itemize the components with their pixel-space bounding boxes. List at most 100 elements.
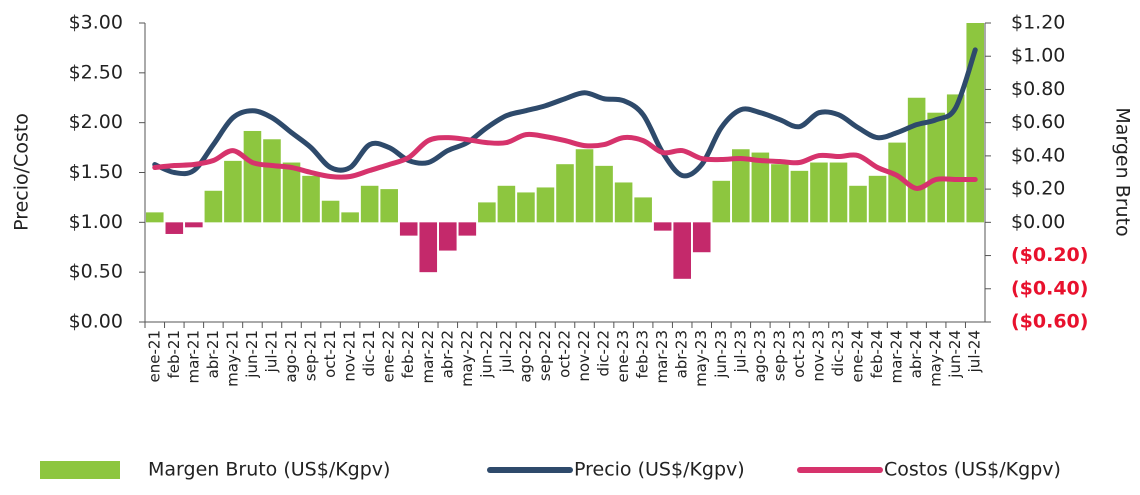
- bar: [849, 185, 867, 223]
- bar: [282, 162, 301, 223]
- bar: [732, 149, 750, 223]
- bar: [751, 152, 770, 223]
- x-tick-label: feb-22: [399, 330, 417, 379]
- x-tick-label: jul-23: [731, 330, 749, 373]
- x-tick-label: dic-23: [829, 330, 847, 376]
- y-tick-label: $2.50: [69, 61, 123, 83]
- legend-label: Precio (US$/Kgpv): [574, 459, 745, 481]
- x-tick-label: jul-22: [497, 330, 515, 373]
- x-tick-label: oct-21: [321, 330, 339, 378]
- y2-axis-title: Margen Bruto: [1112, 107, 1134, 236]
- x-tick-label: abr-22: [438, 330, 456, 378]
- y2-tick-label: ($0.40): [1011, 277, 1088, 299]
- x-tick-label: may-24: [927, 330, 945, 387]
- x-tick-label: mar-23: [653, 330, 671, 384]
- bar: [302, 175, 320, 223]
- bar: [380, 189, 398, 223]
- y-tick-label: $1.00: [69, 211, 123, 233]
- bar: [204, 190, 223, 223]
- x-tick-label: ene-24: [849, 330, 867, 382]
- bar: [907, 97, 926, 223]
- x-tick-label: nov-21: [341, 330, 359, 382]
- bar: [829, 162, 848, 223]
- bar: [536, 187, 555, 223]
- bar: [868, 175, 887, 223]
- y-axis-title: Precio/Costo: [11, 113, 33, 231]
- bar: [243, 130, 262, 223]
- x-tick-label: ago-21: [282, 330, 300, 383]
- x-tick-label: ene-21: [145, 330, 163, 382]
- bar: [185, 222, 203, 228]
- x-tick-label: mar-24: [888, 330, 906, 384]
- x-tick-label: jun-21: [243, 330, 261, 379]
- y2-tick-label: $0.60: [1011, 111, 1065, 133]
- y-tick-label: $2.00: [69, 111, 123, 133]
- y-tick-label: $1.50: [69, 161, 123, 183]
- x-tick-label: nov-23: [809, 330, 827, 382]
- bar: [614, 182, 633, 223]
- line: [152, 131, 978, 191]
- y2-tick-label: $1.00: [1011, 45, 1065, 67]
- bar: [439, 222, 457, 251]
- x-tick-label: nov-22: [575, 330, 593, 382]
- x-tick-label: ene-23: [614, 330, 632, 382]
- bar: [888, 142, 906, 223]
- y2-tick-label: $1.20: [1011, 12, 1065, 34]
- x-tick-label: ago-23: [751, 330, 769, 383]
- x-tick-label: jun-24: [946, 330, 964, 379]
- bar: [790, 170, 809, 223]
- x-tick-label: feb-23: [634, 330, 652, 379]
- x-tick-label: sep-21: [302, 330, 320, 381]
- bar: [399, 222, 418, 236]
- y2-tick-label: $0.00: [1011, 211, 1065, 233]
- bar: [673, 222, 691, 279]
- bar: [810, 162, 828, 223]
- x-tick-label: feb-21: [165, 330, 183, 379]
- y-tick-label: $0.50: [69, 261, 123, 283]
- x-tick-label: dic-22: [595, 330, 613, 376]
- y2-tick-label: $0.80: [1011, 78, 1065, 100]
- x-tick-label: abr-21: [204, 330, 222, 378]
- x-tick-label: may-23: [692, 330, 710, 387]
- x-tick-label: sep-23: [770, 330, 788, 381]
- legend-swatch: [40, 461, 120, 479]
- bar: [595, 165, 613, 223]
- bar: [653, 222, 672, 231]
- y-tick-label: $0.00: [69, 311, 123, 333]
- bar: [556, 164, 574, 223]
- bar: [946, 94, 965, 223]
- bar: [165, 222, 184, 234]
- x-tick-label: dic-21: [360, 330, 378, 376]
- x-tick-label: may-22: [458, 330, 476, 387]
- x-tick-label: ene-22: [380, 330, 398, 382]
- bar: [145, 212, 164, 223]
- x-tick-label: abr-23: [673, 330, 691, 378]
- x-tick-label: jun-22: [477, 330, 495, 379]
- bar: [458, 222, 477, 236]
- bar: [517, 192, 535, 223]
- x-tick-label: abr-24: [907, 330, 925, 378]
- bar: [419, 222, 438, 273]
- legend-label: Margen Bruto (US$/Kgpv): [148, 459, 390, 481]
- bar: [341, 212, 359, 223]
- x-tick-label: jul-21: [262, 330, 280, 373]
- line: [152, 47, 978, 179]
- x-tick-label: mar-21: [184, 330, 202, 384]
- bar: [634, 197, 652, 223]
- y2-tick-label: ($0.20): [1011, 244, 1088, 266]
- x-tick-label: mar-22: [419, 330, 437, 384]
- bar: [497, 185, 516, 223]
- bar: [360, 185, 379, 223]
- y-tick-label: $3.00: [69, 12, 123, 34]
- x-tick-label: feb-24: [868, 330, 886, 379]
- bar: [263, 139, 281, 223]
- x-tick-label: oct-22: [556, 330, 574, 378]
- y2-tick-label: $0.20: [1011, 178, 1065, 200]
- x-tick-label: ago-22: [516, 330, 534, 383]
- x-tick-label: jul-24: [966, 330, 984, 373]
- bar: [321, 200, 340, 223]
- x-tick-label: may-21: [223, 330, 241, 387]
- y2-tick-label: $0.40: [1011, 144, 1065, 166]
- bar: [692, 222, 711, 253]
